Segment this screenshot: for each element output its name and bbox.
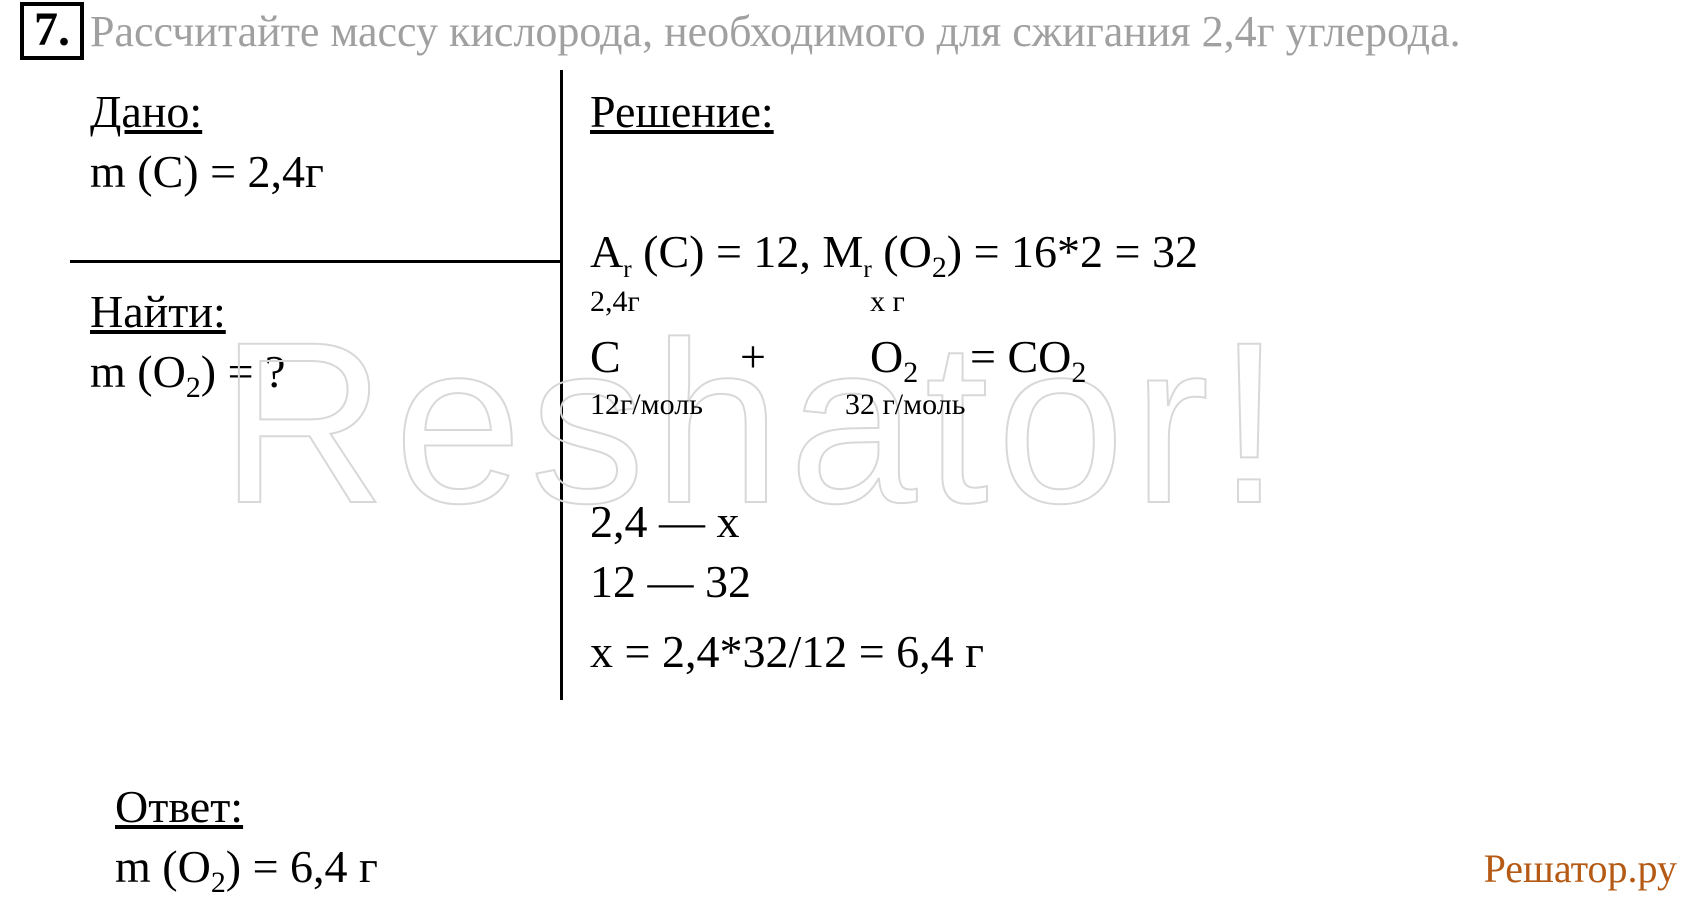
answer-suffix: ) = 6,4 г: [226, 841, 378, 892]
horizontal-divider: [70, 260, 560, 263]
o2-pre: O: [870, 331, 903, 382]
proportion-row-1: 2,4 — х: [590, 495, 740, 548]
solution-molar-masses: Ar (C) = 12, Mr (O2) = 16*2 = 32: [590, 225, 1198, 278]
mr-tail: ) = 16*2 = 32: [947, 226, 1198, 277]
ar-sub: r: [623, 255, 631, 283]
equation-product: = CO2: [970, 330, 1086, 383]
given-value: m (C) = 2,4г: [90, 145, 324, 198]
co2-sub: 2: [1071, 356, 1086, 389]
equation-top-oxygen: х г: [870, 285, 905, 319]
find-value: m (O2) = ?: [90, 345, 285, 398]
mr-post: (O: [872, 226, 932, 277]
answer-heading: Ответ:: [115, 780, 243, 833]
find-suffix: ) = ?: [201, 346, 286, 397]
site-credit: Решатор.ру: [1484, 845, 1677, 892]
solution-heading: Решение:: [590, 85, 774, 138]
mr-sub: r: [863, 255, 871, 283]
equation-bottom-carbon: 12г/моль: [590, 388, 703, 422]
problem-statement: Рассчитайте массу кислорода, необходимог…: [90, 6, 1461, 57]
o2-sub: 2: [903, 356, 918, 389]
find-heading: Найти:: [90, 285, 226, 338]
answer-prefix: m (O: [115, 841, 211, 892]
o-sub: 2: [932, 251, 947, 284]
equation-bottom-oxygen: 32 г/моль: [845, 388, 965, 422]
vertical-divider: [560, 70, 563, 700]
answer-sub: 2: [211, 866, 226, 899]
proportion-row-2: 12 — 32: [590, 555, 751, 608]
given-prefix: m (C) =: [90, 146, 248, 197]
problem-number-box: 7.: [20, 2, 84, 60]
ar-post: (C) = 12, M: [632, 226, 864, 277]
solution-result: х = 2,4*32/12 = 6,4 г: [590, 625, 984, 678]
ar-pre: A: [590, 226, 623, 277]
given-mass: 2,4г: [248, 146, 324, 197]
equation-top-carbon: 2,4г: [590, 285, 640, 319]
equation-oxygen: O2: [870, 330, 918, 383]
given-heading: Дано:: [90, 85, 202, 138]
find-prefix: m (O: [90, 346, 186, 397]
co2-pre: = CO: [970, 331, 1071, 382]
find-sub: 2: [186, 371, 201, 404]
equation-plus: +: [740, 330, 766, 383]
equation-carbon: C: [590, 330, 621, 383]
problem-number: 7.: [34, 3, 70, 56]
answer-value: m (O2) = 6,4 г: [115, 840, 378, 893]
